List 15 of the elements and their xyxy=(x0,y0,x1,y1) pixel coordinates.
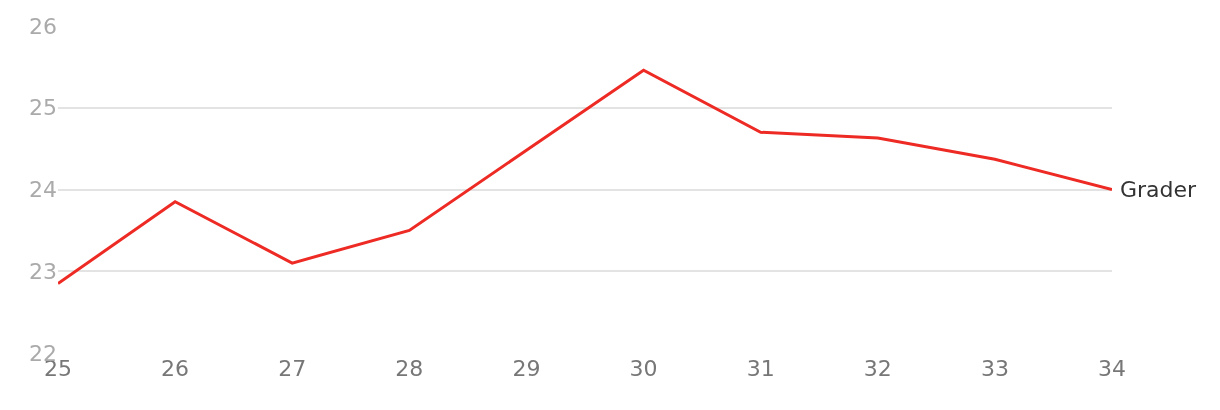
y-tick-label: 24 xyxy=(29,177,57,203)
line-series xyxy=(58,68,1112,286)
x-tick-label: 34 xyxy=(1098,356,1126,381)
y-tick-label: 26 xyxy=(29,13,57,39)
x-tick-label: 31 xyxy=(746,356,775,381)
x-tick-label: 26 xyxy=(161,356,190,381)
x-tick-label: 28 xyxy=(395,356,424,381)
y-tick-label: 23 xyxy=(29,258,57,284)
series-label: Grader xyxy=(1120,177,1198,202)
x-tick-label: 29 xyxy=(512,356,541,381)
x-tick-label: 32 xyxy=(863,356,892,381)
x-tick-label: 27 xyxy=(278,356,307,381)
x-tick-label: 33 xyxy=(980,356,1009,381)
y-tick-label: 25 xyxy=(29,95,57,121)
x-tick-label: 30 xyxy=(629,356,658,381)
